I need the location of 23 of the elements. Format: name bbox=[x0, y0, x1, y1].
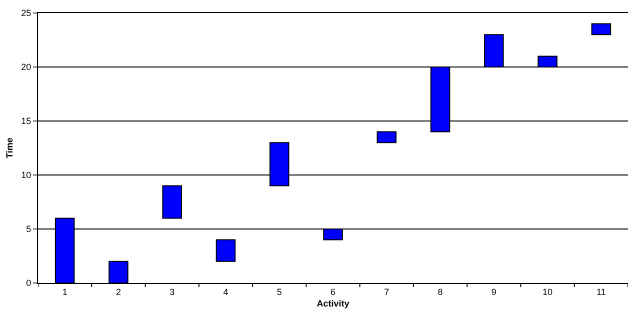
x-tick-label: 3 bbox=[170, 286, 175, 297]
x-tick-label: 7 bbox=[384, 286, 390, 297]
y-tick-label: 15 bbox=[21, 116, 32, 126]
y-tick-label: 5 bbox=[26, 224, 32, 234]
bar bbox=[376, 131, 397, 144]
y-tick-label: 10 bbox=[21, 170, 32, 180]
y-axis-title: Time bbox=[4, 138, 15, 158]
x-tick-label: 8 bbox=[438, 286, 443, 297]
bar bbox=[216, 239, 236, 262]
y-tick-label: 25 bbox=[21, 8, 32, 18]
x-tick-label: 1 bbox=[62, 286, 68, 297]
x-tick-label: 9 bbox=[491, 286, 496, 297]
bar bbox=[591, 23, 612, 36]
x-axis-title: Activity bbox=[316, 298, 350, 309]
y-tick-label: 0 bbox=[26, 278, 32, 288]
x-tick-label: 4 bbox=[223, 286, 228, 297]
x-tick-label: 10 bbox=[542, 286, 553, 297]
x-tick-label: 11 bbox=[596, 286, 606, 297]
bar bbox=[162, 185, 182, 219]
x-tick-label: 5 bbox=[276, 286, 282, 297]
y-tick-label: 20 bbox=[21, 62, 32, 72]
x-tick-label: 6 bbox=[330, 286, 336, 297]
x-tick-label: 2 bbox=[116, 286, 121, 297]
